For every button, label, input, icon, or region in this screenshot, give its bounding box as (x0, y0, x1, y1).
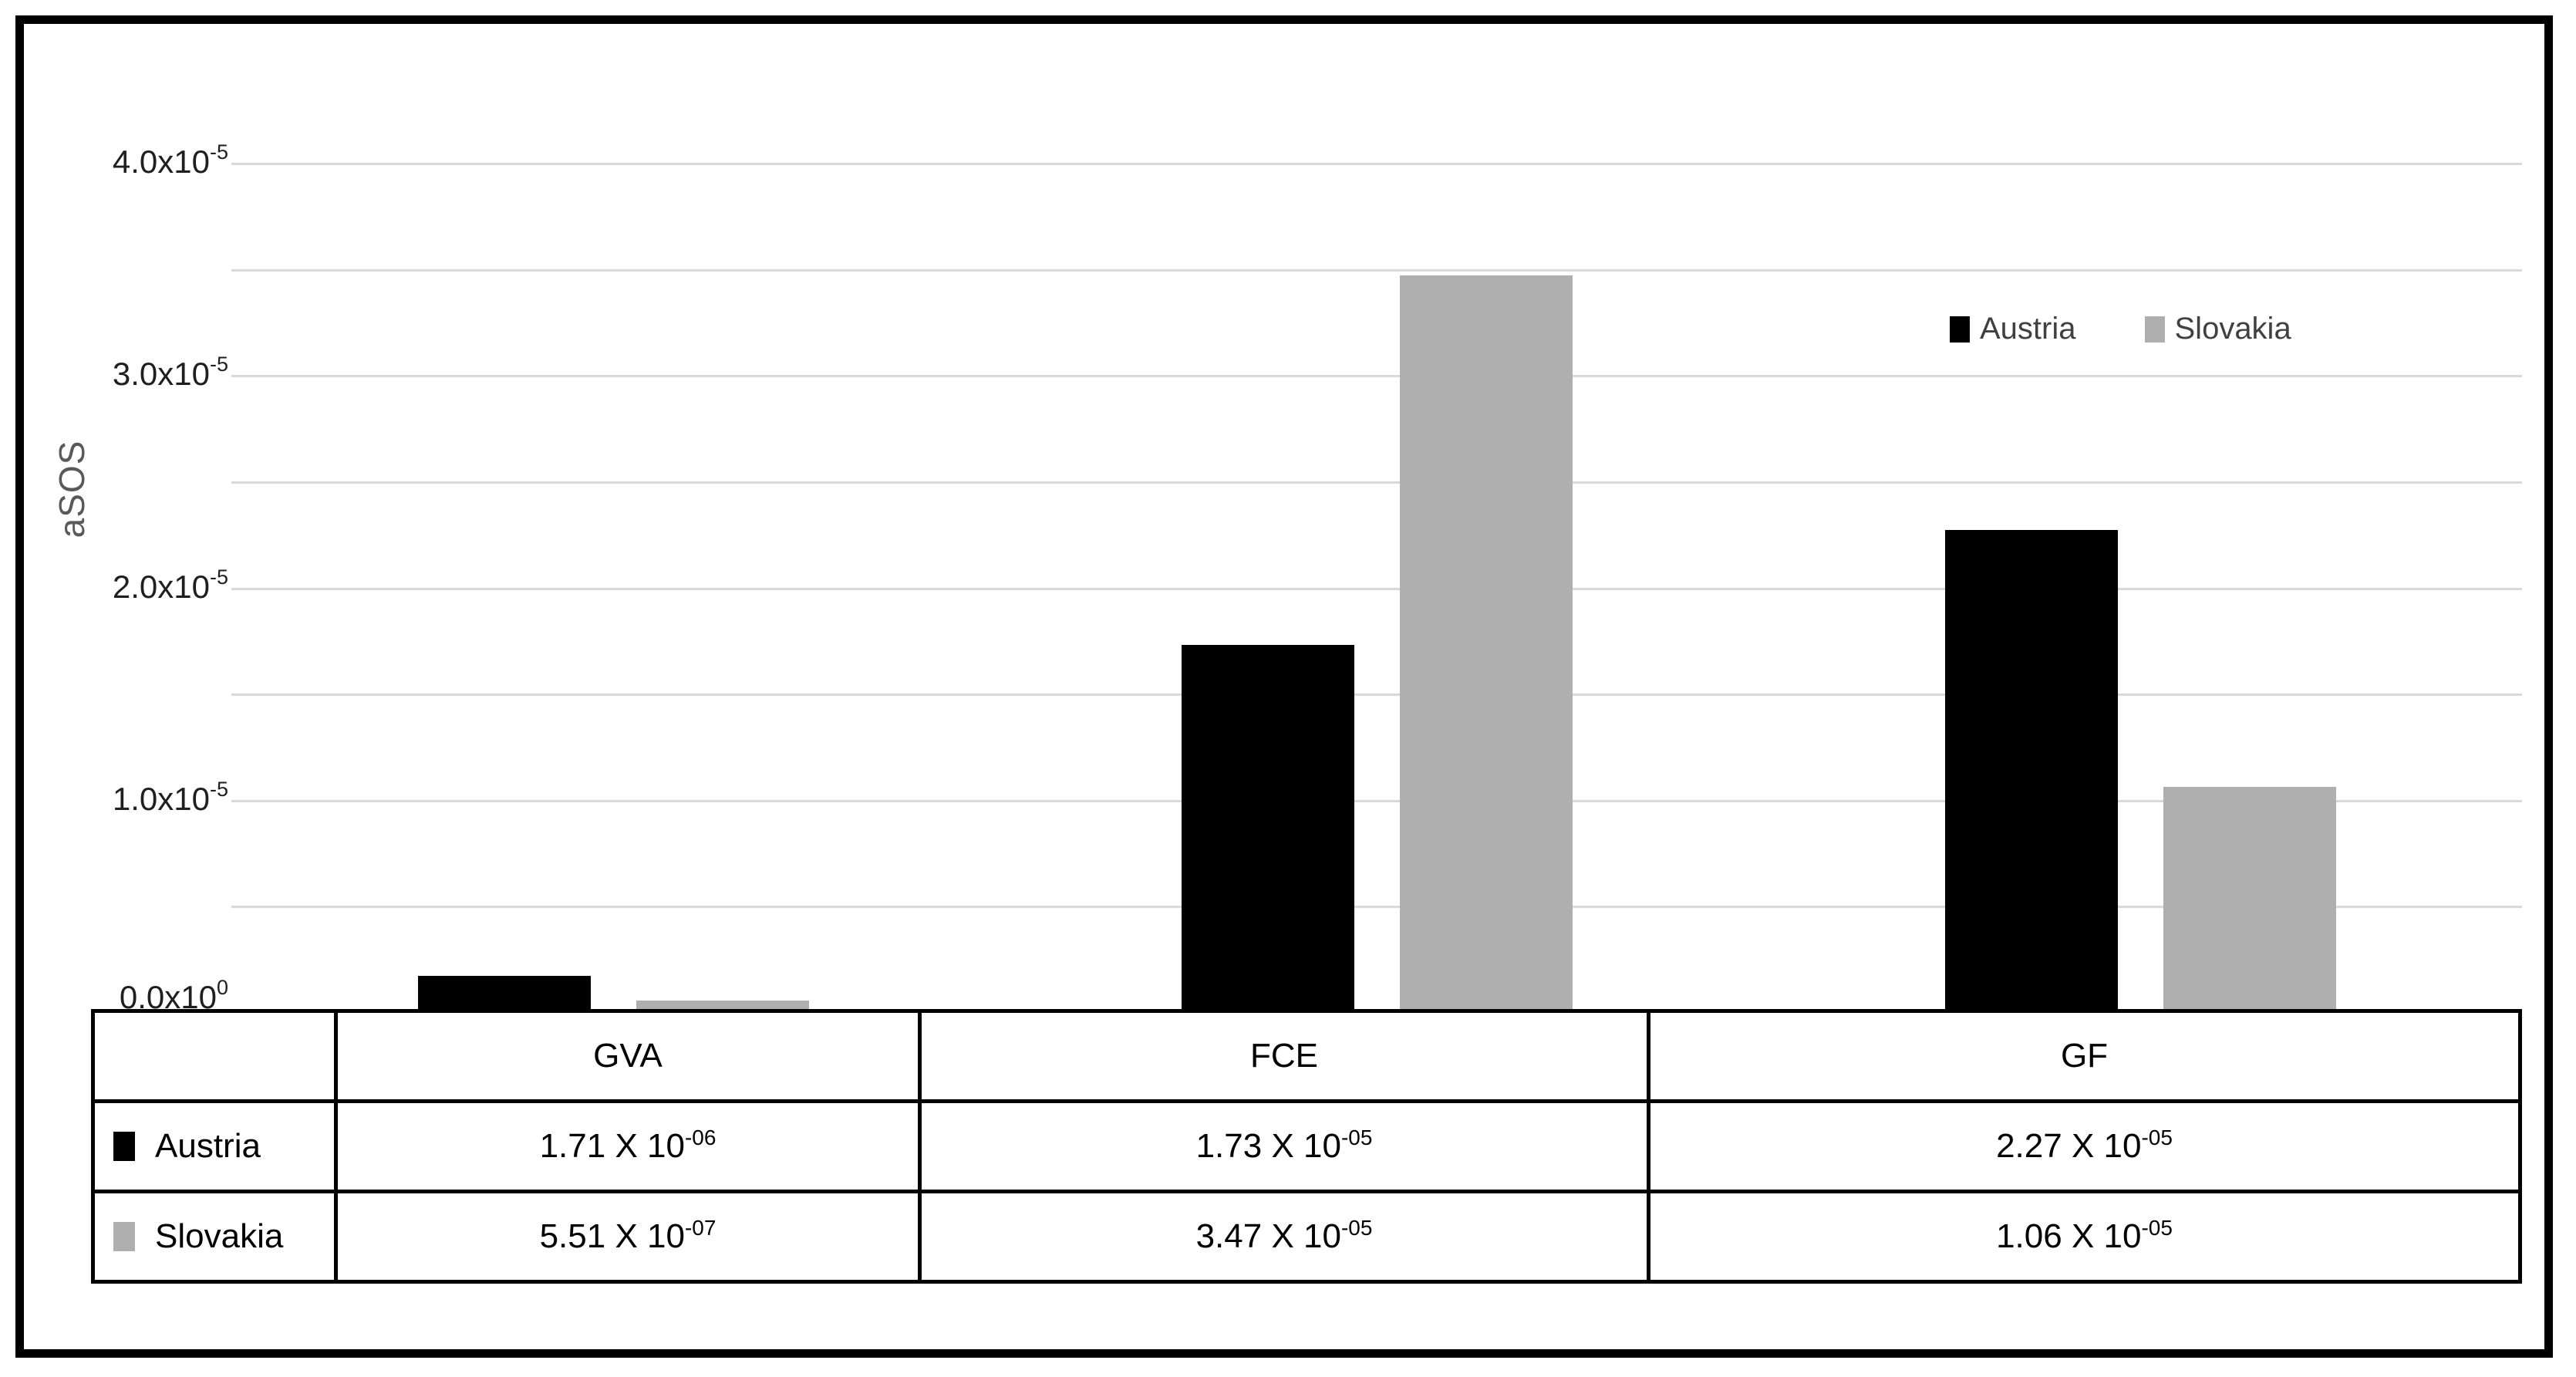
column-header-fce: FCE (918, 1009, 1650, 1103)
table-header-row: GVA FCE GF (91, 1009, 2522, 1103)
table-corner-cell (91, 1009, 338, 1103)
table-swatch-austria-icon (113, 1132, 135, 1161)
gridline (231, 694, 2522, 696)
table-row-slovakia: Slovakia 5.51 X 10-07 3.47 X 10-05 1.06 X 1… (91, 1190, 2522, 1284)
cell-slovakia-fce: 3.47 X 10-05 (918, 1190, 1650, 1284)
legend-item-slovakia: Slovakia (2144, 312, 2291, 346)
legend-swatch-austria-icon (1950, 316, 1970, 343)
y-axis-title: aSOS (52, 440, 92, 538)
bar-slovakia-fce (1400, 275, 1573, 1012)
chart-legend: Austria Slovakia (1950, 312, 2291, 346)
gridline (231, 481, 2522, 484)
gridline (231, 588, 2522, 590)
gridline (231, 269, 2522, 272)
bar-austria-fce (1182, 645, 1354, 1012)
row-label-austria: Austria (97, 1127, 332, 1166)
gridline (231, 800, 2522, 802)
legend-label-austria: Austria (1980, 312, 2076, 346)
cell-austria-gva: 1.71 X 10-06 (334, 1099, 922, 1193)
row-header-slovakia: Slovakia (91, 1190, 338, 1284)
cell-slovakia-gva: 5.51 X 10-07 (334, 1190, 922, 1284)
gridline (231, 375, 2522, 377)
gridline (231, 906, 2522, 908)
bar-austria-gf (1945, 530, 2118, 1012)
column-header-gf: GF (1647, 1009, 2522, 1103)
table-swatch-slovakia-icon (113, 1222, 135, 1251)
y-tick-label: 1.0x10-5 (112, 778, 228, 818)
y-tick-label: 3.0x10-5 (112, 353, 228, 393)
bar-slovakia-gf (2163, 787, 2336, 1012)
cell-austria-fce: 1.73 X 10-05 (918, 1099, 1650, 1193)
column-header-gva: GVA (334, 1009, 922, 1103)
plot-area (231, 163, 2522, 1013)
table-header-row: GVA FCE GF (91, 1009, 2522, 1103)
gridline (231, 163, 2522, 165)
table-row-austria: Austria 1.71 X 10-06 1.73 X 10-05 2.27 X 10… (91, 1099, 2522, 1193)
y-tick-label: 2.0x10-5 (112, 565, 228, 606)
bar-austria-gva (418, 976, 591, 1012)
row-label-slovakia: Slovakia (97, 1217, 332, 1256)
series-name-slovakia: Slovakia (155, 1217, 284, 1255)
legend-label-slovakia: Slovakia (2174, 312, 2291, 346)
data-table: GVA FCE GF Austria 1.71 X 10-06 1.73 X 10-05… (91, 1009, 2522, 1284)
cell-austria-gf: 2.27 X 10-05 (1647, 1099, 2522, 1193)
legend-item-austria: Austria (1950, 312, 2076, 346)
row-header-austria: Austria (91, 1099, 338, 1193)
legend-swatch-slovakia-icon (2144, 316, 2165, 343)
series-name-austria: Austria (155, 1127, 261, 1165)
cell-slovakia-gf: 1.06 X 10-05 (1647, 1190, 2522, 1284)
y-tick-label: 4.0x10-5 (112, 140, 228, 181)
